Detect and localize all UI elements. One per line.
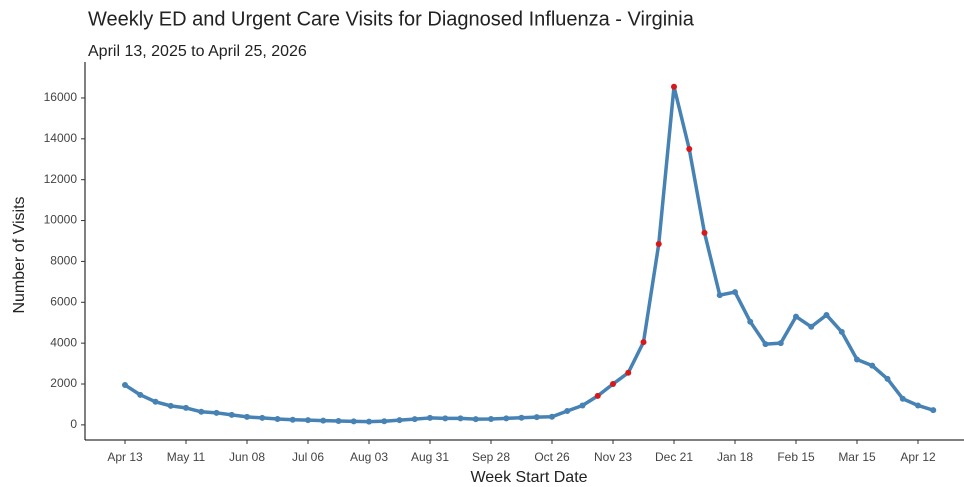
data-point xyxy=(716,292,723,299)
data-point xyxy=(366,418,372,425)
data-point xyxy=(533,414,540,421)
data-point xyxy=(503,415,510,422)
data-point xyxy=(183,404,189,411)
data-point xyxy=(915,402,921,409)
x-tick-label: May 11 xyxy=(167,450,206,464)
x-tick-label: Sep 28 xyxy=(472,450,510,464)
data-point xyxy=(137,391,144,398)
data-point xyxy=(335,417,342,424)
data-point xyxy=(244,413,250,420)
data-point xyxy=(518,414,525,421)
data-point xyxy=(793,313,799,320)
data-point xyxy=(350,418,357,425)
data-point xyxy=(838,328,845,335)
x-axis-label: Week Start Date xyxy=(470,469,587,486)
data-point xyxy=(549,413,555,420)
data-point xyxy=(747,318,754,325)
y-tick-label: 6000 xyxy=(50,294,77,308)
x-tick-label: Nov 23 xyxy=(594,450,632,464)
data-point xyxy=(732,289,738,296)
data-point xyxy=(625,369,632,376)
y-axis-label: Number of Visits xyxy=(11,196,28,313)
x-tick-label: Jan 18 xyxy=(717,450,753,464)
chart-title: Weekly ED and Urgent Care Visits for Dia… xyxy=(88,8,695,30)
y-tick-label: 12000 xyxy=(44,172,78,186)
data-point xyxy=(396,417,403,424)
y-tick-label: 0 xyxy=(70,417,77,431)
data-point xyxy=(320,417,327,424)
data-point xyxy=(442,415,449,422)
x-tick-label: Feb 15 xyxy=(777,450,815,464)
data-point xyxy=(808,323,815,330)
data-point xyxy=(594,392,601,399)
data-point xyxy=(854,356,860,363)
data-point xyxy=(488,415,494,422)
data-point xyxy=(152,398,159,405)
x-tick-label: Mar 15 xyxy=(838,450,876,464)
data-point xyxy=(289,416,296,423)
data-point xyxy=(610,381,616,388)
data-point xyxy=(930,407,937,414)
series-line xyxy=(124,84,934,424)
data-point xyxy=(869,362,876,369)
data-point xyxy=(381,418,388,425)
data-point xyxy=(655,241,662,248)
x-tick-label: Aug 31 xyxy=(411,450,449,464)
data-point xyxy=(457,415,464,422)
y-tick-label: 14000 xyxy=(44,131,78,145)
data-point xyxy=(213,409,220,416)
x-tick-label: Jul 06 xyxy=(292,450,324,464)
chart-subtitle: April 13, 2025 to April 25, 2026 xyxy=(88,43,307,60)
x-tick-label: Oct 26 xyxy=(534,450,570,464)
data-point xyxy=(686,146,693,153)
data-point xyxy=(305,417,311,424)
y-tick-label: 10000 xyxy=(44,213,78,227)
data-point xyxy=(701,229,708,236)
x-tick-label: Dec 21 xyxy=(655,450,693,464)
data-point xyxy=(777,340,784,347)
y-tick-label: 8000 xyxy=(50,254,77,268)
data-point xyxy=(274,415,281,422)
x-tick-label: Apr 13 xyxy=(107,450,143,464)
data-point xyxy=(640,339,647,346)
data-point xyxy=(564,407,571,414)
x-tick-label: Aug 03 xyxy=(350,450,388,464)
x-tick-label: Jun 08 xyxy=(229,450,265,464)
data-point xyxy=(122,382,128,389)
data-point xyxy=(198,408,205,415)
y-tick-label: 16000 xyxy=(44,90,78,104)
data-point xyxy=(228,411,235,418)
data-point xyxy=(472,416,479,423)
data-point xyxy=(167,402,174,409)
y-tick-label: 2000 xyxy=(50,376,77,390)
data-point xyxy=(671,83,677,90)
data-point xyxy=(823,311,830,318)
x-tick-label: Apr 12 xyxy=(900,450,936,464)
data-point xyxy=(884,375,891,382)
data-point xyxy=(762,341,769,348)
data-point xyxy=(411,416,418,423)
data-point xyxy=(427,414,433,421)
y-tick-label: 4000 xyxy=(50,335,77,349)
data-point xyxy=(899,395,906,402)
data-point xyxy=(579,402,586,409)
data-point xyxy=(259,414,266,421)
